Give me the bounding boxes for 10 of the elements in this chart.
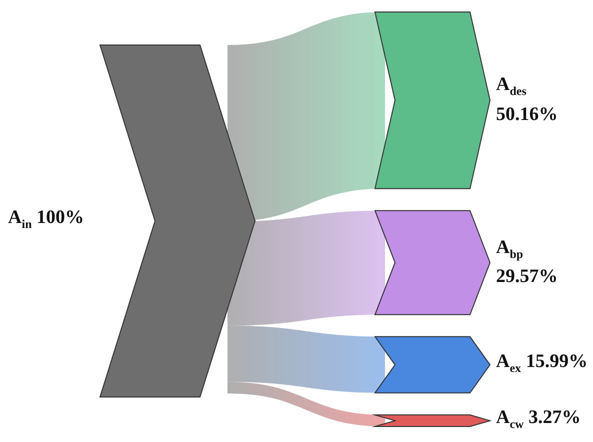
- category-label: A$_{cw}$: [496, 406, 524, 430]
- category-label: A$_{bp}$: [496, 236, 524, 260]
- data-label: 100%: [36, 207, 84, 228]
- data-label: 3.27%: [528, 406, 581, 428]
- data-label: 15.99%: [526, 350, 588, 372]
- category-label: A$_{ex}$: [496, 350, 522, 375]
- category-label: A$_{in}$: [8, 207, 32, 231]
- data-label: 50.16%: [496, 104, 558, 126]
- data-label: 29.57%: [496, 266, 558, 288]
- category-label: A$_{des}$: [496, 74, 526, 98]
